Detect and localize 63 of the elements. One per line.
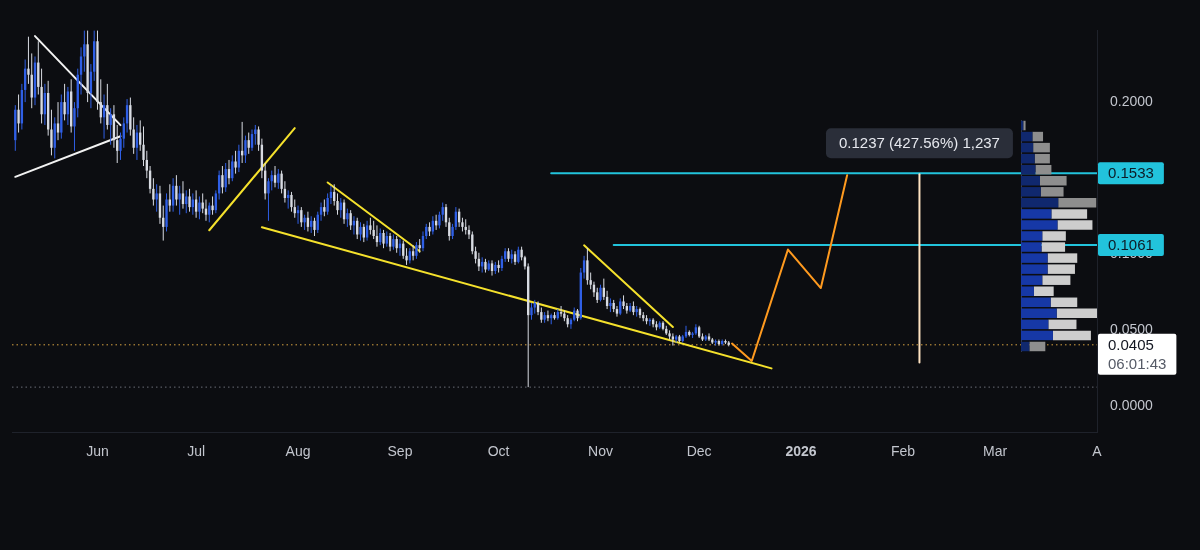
- candlestick: [63, 83, 66, 121]
- candlestick: [277, 168, 280, 190]
- candlestick: [244, 135, 247, 164]
- bar: [1021, 142, 1034, 153]
- bar: [1033, 142, 1050, 153]
- candlestick: [586, 247, 589, 286]
- candlestick: [411, 244, 415, 261]
- candlestick: [234, 150, 237, 175]
- candlestick: [17, 94, 20, 134]
- data-label: 0.1533: [1108, 164, 1154, 182]
- ref-line-label: 0.0405: [1108, 335, 1154, 353]
- bar: [1029, 341, 1046, 352]
- bar: [1021, 131, 1033, 142]
- candlestick: [198, 195, 201, 220]
- bar: [1048, 319, 1077, 330]
- bar: [1021, 330, 1053, 341]
- candlestick: [178, 185, 181, 216]
- candlestick: [109, 107, 112, 146]
- candlestick: [175, 174, 178, 207]
- candlestick: [346, 208, 349, 228]
- bar: [1050, 297, 1078, 308]
- bar: [1021, 319, 1049, 330]
- x-tick-label: Jul: [187, 443, 206, 460]
- candlestick: [155, 183, 158, 213]
- candlestick: [365, 220, 369, 242]
- x-tick-label: Aug: [285, 443, 311, 460]
- candlestick: [56, 101, 60, 141]
- x-tick-label: Nov: [588, 443, 613, 460]
- x-tick-label: Oct: [487, 443, 510, 460]
- bar: [1032, 131, 1044, 142]
- candlestick: [106, 83, 109, 131]
- bar: [1021, 308, 1057, 319]
- x-tick-label: Jun: [86, 443, 109, 460]
- candlestick: [221, 165, 224, 194]
- bar: [1021, 164, 1036, 175]
- x-tick-label: Dec: [686, 443, 712, 460]
- candlestick: [188, 188, 191, 213]
- candlestick: [300, 206, 303, 228]
- y-tick-label: 0.0500: [1110, 321, 1154, 338]
- x-tick-label: Mar: [983, 443, 1008, 460]
- candlestick: [211, 195, 214, 216]
- bar: [1021, 297, 1051, 308]
- annotation: 0.1237 (427.56%) 1,237: [838, 134, 1000, 152]
- candlestick: [313, 217, 316, 237]
- candlestick: [615, 305, 619, 318]
- x-tick-label: Feb: [890, 443, 916, 460]
- candlestick: [359, 221, 362, 242]
- bar: [1034, 153, 1050, 164]
- candlestick: [382, 229, 385, 249]
- bar: [1035, 164, 1052, 175]
- candlestick: [559, 305, 563, 318]
- bar: [1021, 153, 1035, 164]
- y-tick-label: 0.2000: [1110, 92, 1154, 109]
- bar: [1056, 308, 1097, 319]
- data-label: 0.1061: [1108, 236, 1154, 254]
- x-tick-label: 2026: [785, 443, 817, 460]
- y-tick-label: 0.0000: [1110, 397, 1154, 414]
- bar: [1052, 330, 1091, 341]
- x-tick-label: A: [1092, 443, 1103, 460]
- text: 06:01:43: [1108, 354, 1167, 372]
- bar: [1021, 341, 1030, 352]
- x-tick-label: Sep: [387, 443, 413, 460]
- candlestick: [349, 209, 352, 231]
